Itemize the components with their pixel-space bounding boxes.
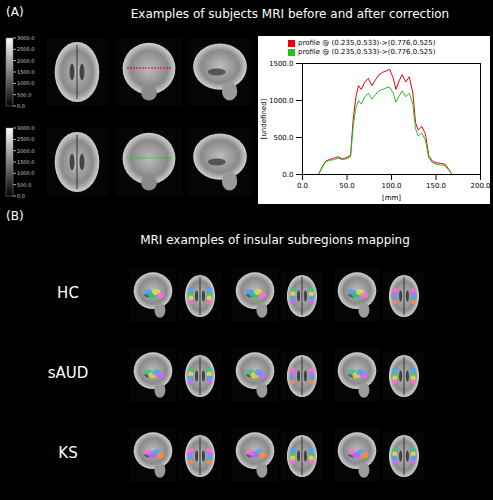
svg-text:0.0: 0.0 [282,171,293,179]
svg-text:KS: KS [58,444,77,462]
svg-text:1000.0: 1000.0 [269,97,294,105]
svg-text:[mm]: [mm] [382,194,401,202]
svg-text:2500.0: 2500.0 [17,46,35,52]
svg-text:150.0: 150.0 [426,182,446,190]
svg-text:50.0: 50.0 [339,182,355,190]
svg-text:500.0: 500.0 [17,92,31,98]
svg-text:0.0: 0.0 [297,182,308,190]
svg-text:sAUD: sAUD [48,364,89,382]
svg-text:0.0: 0.0 [17,193,25,199]
svg-text:(B): (B) [6,209,24,223]
svg-text:1000.0: 1000.0 [17,80,35,86]
svg-text:1500.0: 1500.0 [17,159,35,165]
svg-text:3000.0: 3000.0 [17,35,35,41]
svg-text:MRI examples of insular subreg: MRI examples of insular subregions mappi… [140,233,410,247]
svg-text:1000.0: 1000.0 [17,170,35,176]
svg-text:0.0: 0.0 [17,103,25,109]
svg-text:100.0: 100.0 [381,182,401,190]
svg-text:1500.0: 1500.0 [17,69,35,75]
svg-text:(A): (A) [6,5,24,19]
svg-text:Examples of subjects MRI befor: Examples of subjects MRI before and afte… [131,7,449,21]
svg-text:500.0: 500.0 [273,134,293,142]
svg-text:200.0: 200.0 [470,182,490,190]
svg-text:2000.0: 2000.0 [17,148,35,154]
svg-text:2000.0: 2000.0 [17,58,35,64]
svg-text:1500.0: 1500.0 [269,60,294,68]
svg-text:500.0: 500.0 [17,182,31,188]
svg-text:[undefined]: [undefined] [260,98,268,139]
svg-text:3000.0: 3000.0 [17,125,35,131]
svg-text:2500.0: 2500.0 [17,136,35,142]
html-text:profile @ (0.235,0.533)->(0.77: profile @ (0.235,0.533)->(0.776,0.525) [298,39,436,47]
html-text:profile @ (0.235,0.533)->(0.77: profile @ (0.235,0.533)->(0.776,0.525) [298,48,436,56]
svg-text:HC: HC [57,284,79,302]
